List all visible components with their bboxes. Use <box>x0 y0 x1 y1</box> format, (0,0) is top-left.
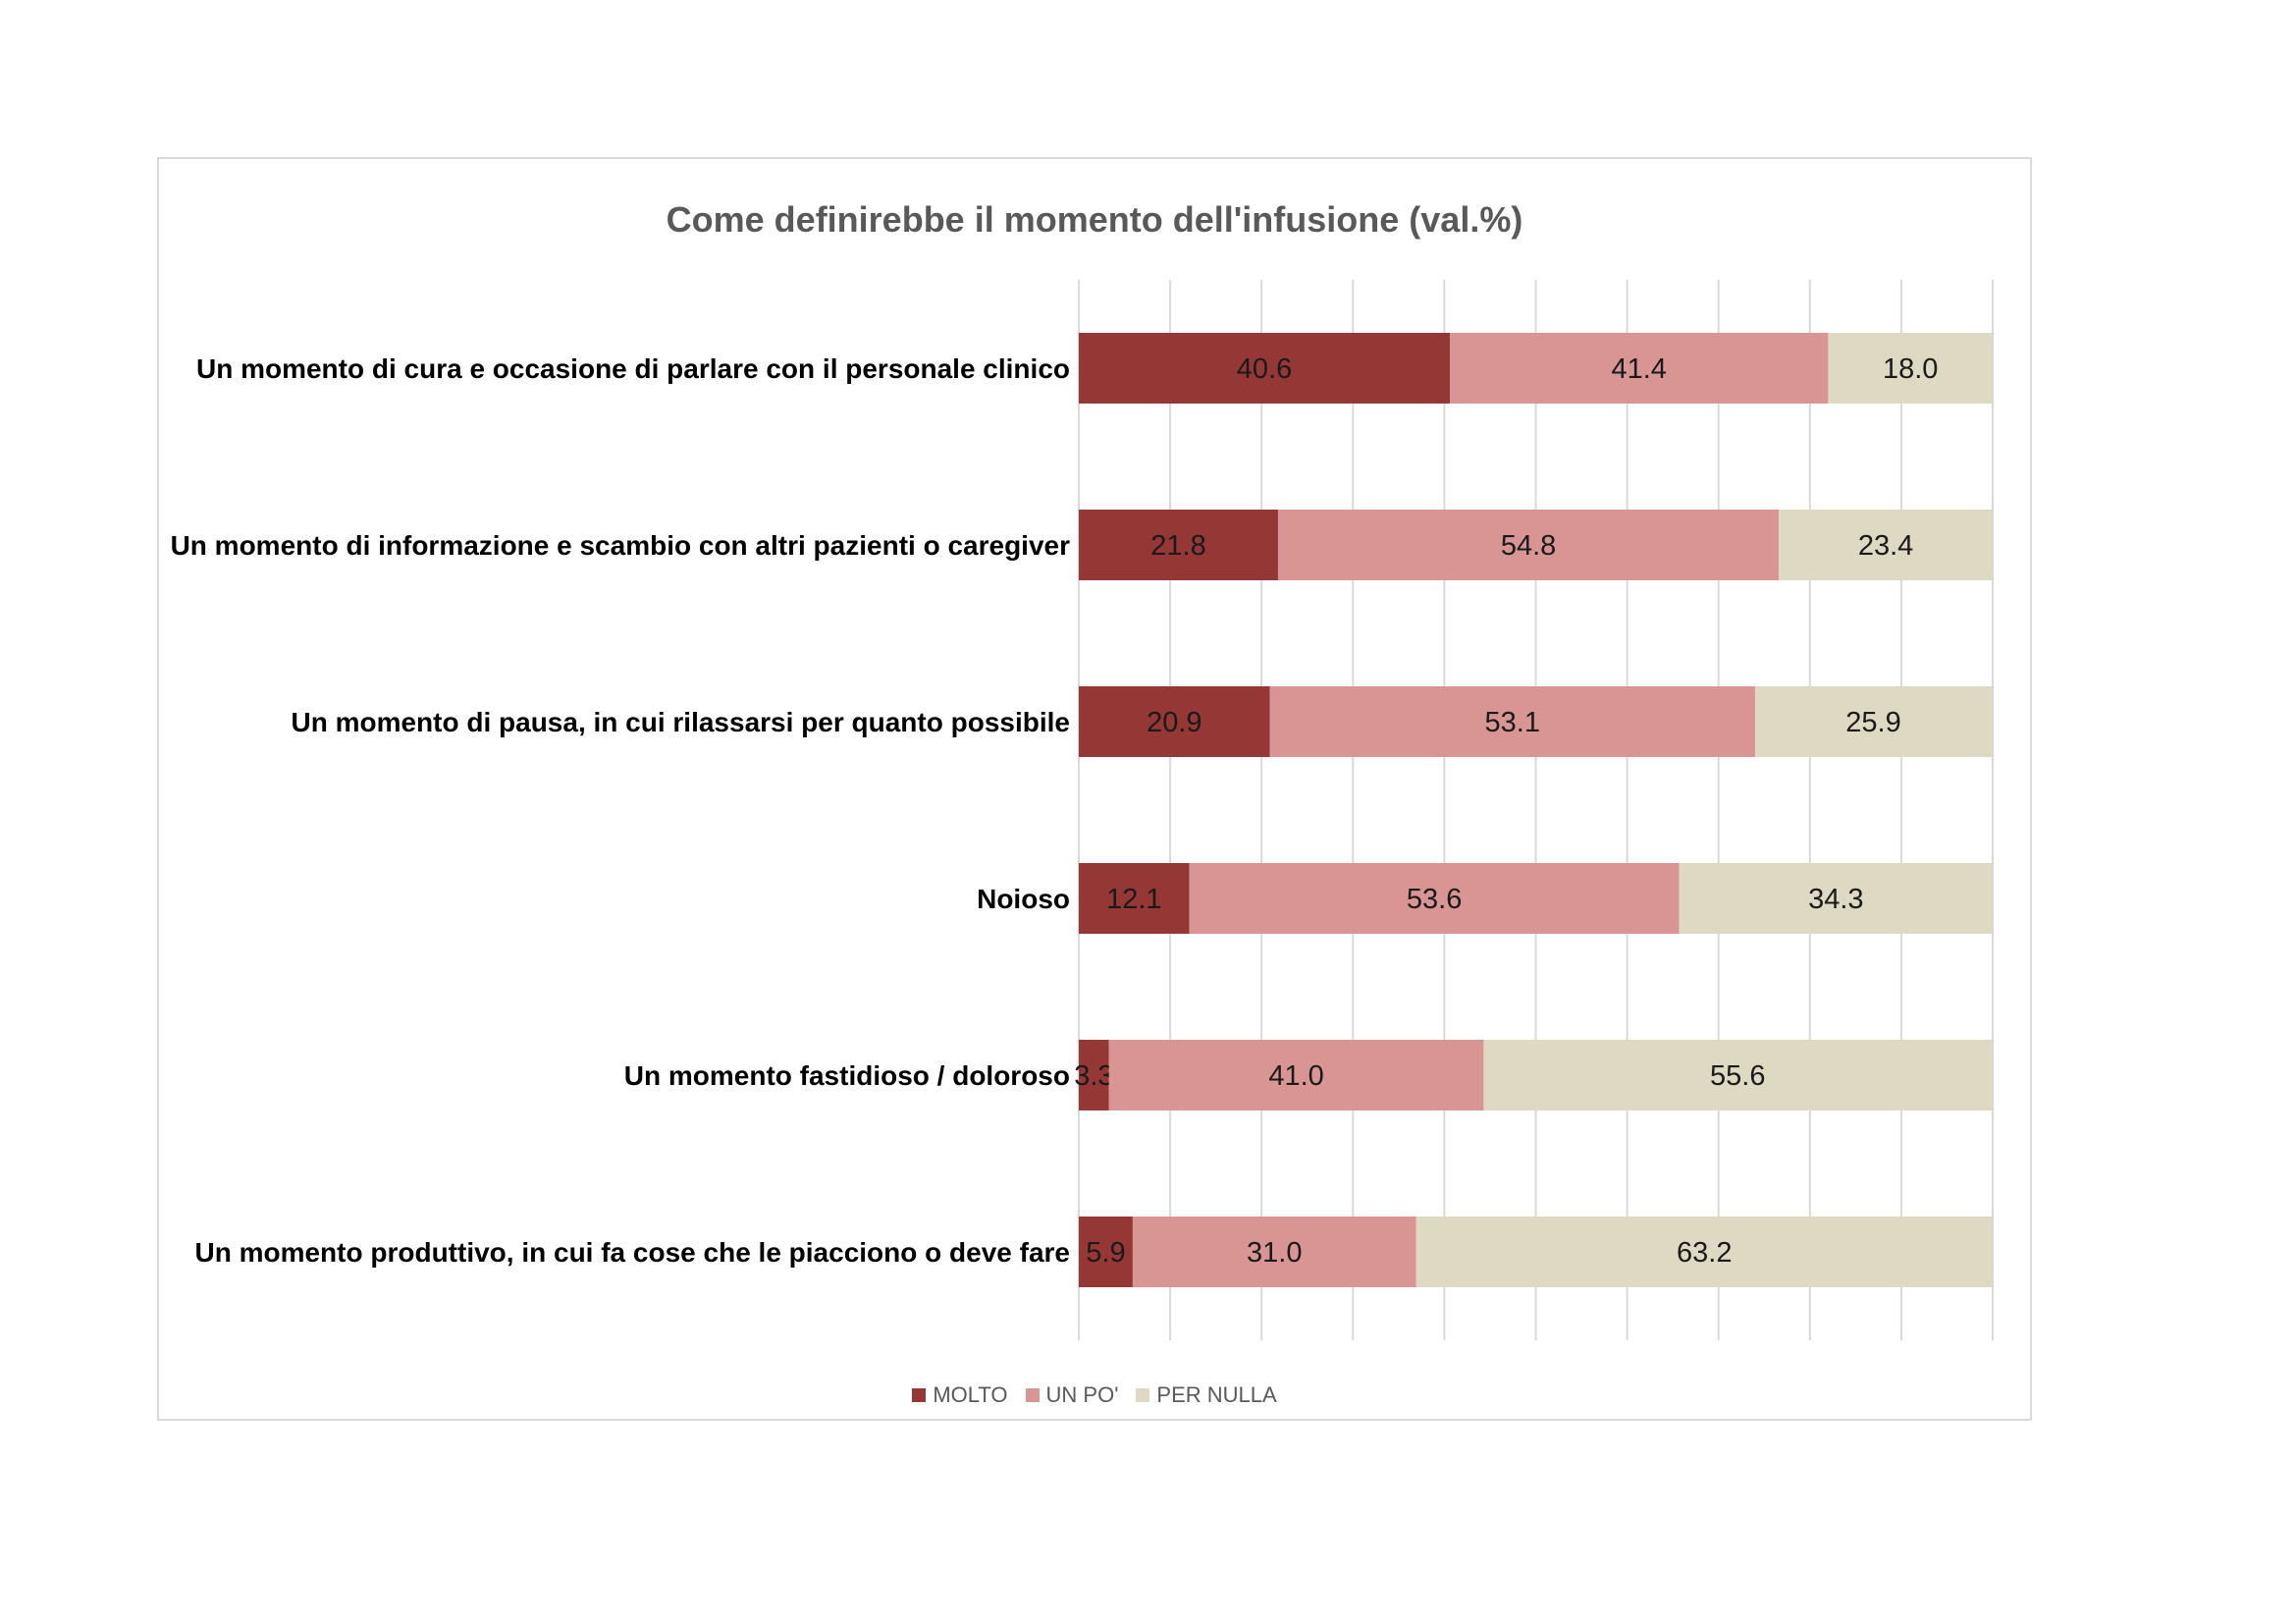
data-label: 63.2 <box>1677 1237 1732 1269</box>
data-label: 41.4 <box>1611 353 1666 385</box>
bar-segment <box>1828 333 1993 404</box>
data-label: 53.6 <box>1407 884 1462 915</box>
bar-segment <box>1079 1217 1133 1287</box>
legend-swatch <box>1025 1388 1040 1402</box>
category-label: Un momento fastidioso / doloroso <box>624 1060 1070 1091</box>
data-label: 18.0 <box>1883 353 1938 385</box>
bar-segment <box>1483 1040 1993 1110</box>
bar-segment <box>1189 863 1680 934</box>
bar-segment <box>1079 1040 1109 1110</box>
data-label: 55.6 <box>1710 1060 1765 1092</box>
data-label: 20.9 <box>1147 707 1201 738</box>
data-label: 31.0 <box>1247 1237 1302 1269</box>
data-label: 41.0 <box>1268 1060 1323 1092</box>
bar-segment <box>1449 333 1829 404</box>
data-label: 34.3 <box>1808 884 1863 915</box>
category-label: Un momento produttivo, in cui fa cose ch… <box>194 1237 1070 1268</box>
data-label: 21.8 <box>1150 530 1205 562</box>
bar-segment <box>1132 1217 1416 1287</box>
bar-segment <box>1079 510 1278 580</box>
bar-segment <box>1079 863 1190 934</box>
legend-item: MOLTO <box>912 1382 1008 1408</box>
bar-segment <box>1269 686 1755 757</box>
bar-segment <box>1108 1040 1484 1110</box>
bar-segment <box>1079 333 1450 404</box>
category-label: Un momento di pausa, in cui rilassarsi p… <box>291 707 1070 737</box>
legend-swatch <box>1136 1388 1150 1402</box>
data-label: 25.9 <box>1845 707 1900 738</box>
data-label: 53.1 <box>1485 707 1540 738</box>
legend-label: UN PO' <box>1045 1382 1119 1407</box>
legend-label: PER NULLA <box>1156 1382 1277 1407</box>
category-label: Noioso <box>977 884 1070 914</box>
bar-segment <box>1679 863 1993 934</box>
data-label: 23.4 <box>1858 530 1913 562</box>
data-label: 40.6 <box>1237 353 1292 385</box>
data-label: 12.1 <box>1106 884 1161 915</box>
legend: MOLTO UN PO' PER NULLA <box>157 1382 2032 1408</box>
data-label: 3.3 <box>1074 1060 1113 1092</box>
bar-segment <box>1079 686 1270 757</box>
category-label: Un momento di informazione e scambio con… <box>171 530 1071 561</box>
bar-segment <box>1779 510 1993 580</box>
legend-item: PER NULLA <box>1136 1382 1277 1408</box>
bar-segment <box>1277 510 1780 580</box>
legend-item: UN PO' <box>1025 1382 1119 1408</box>
data-label: 54.8 <box>1501 530 1556 562</box>
data-label: 5.9 <box>1086 1237 1125 1269</box>
chart-title: Come definirebbe il momento dell'infusio… <box>666 199 1523 240</box>
legend-swatch <box>912 1388 927 1402</box>
category-label: Un momento di cura e occasione di parlar… <box>196 353 1070 384</box>
legend-label: MOLTO <box>933 1382 1008 1407</box>
bar-segment <box>1415 1217 1993 1287</box>
bar-segment <box>1754 686 1993 757</box>
